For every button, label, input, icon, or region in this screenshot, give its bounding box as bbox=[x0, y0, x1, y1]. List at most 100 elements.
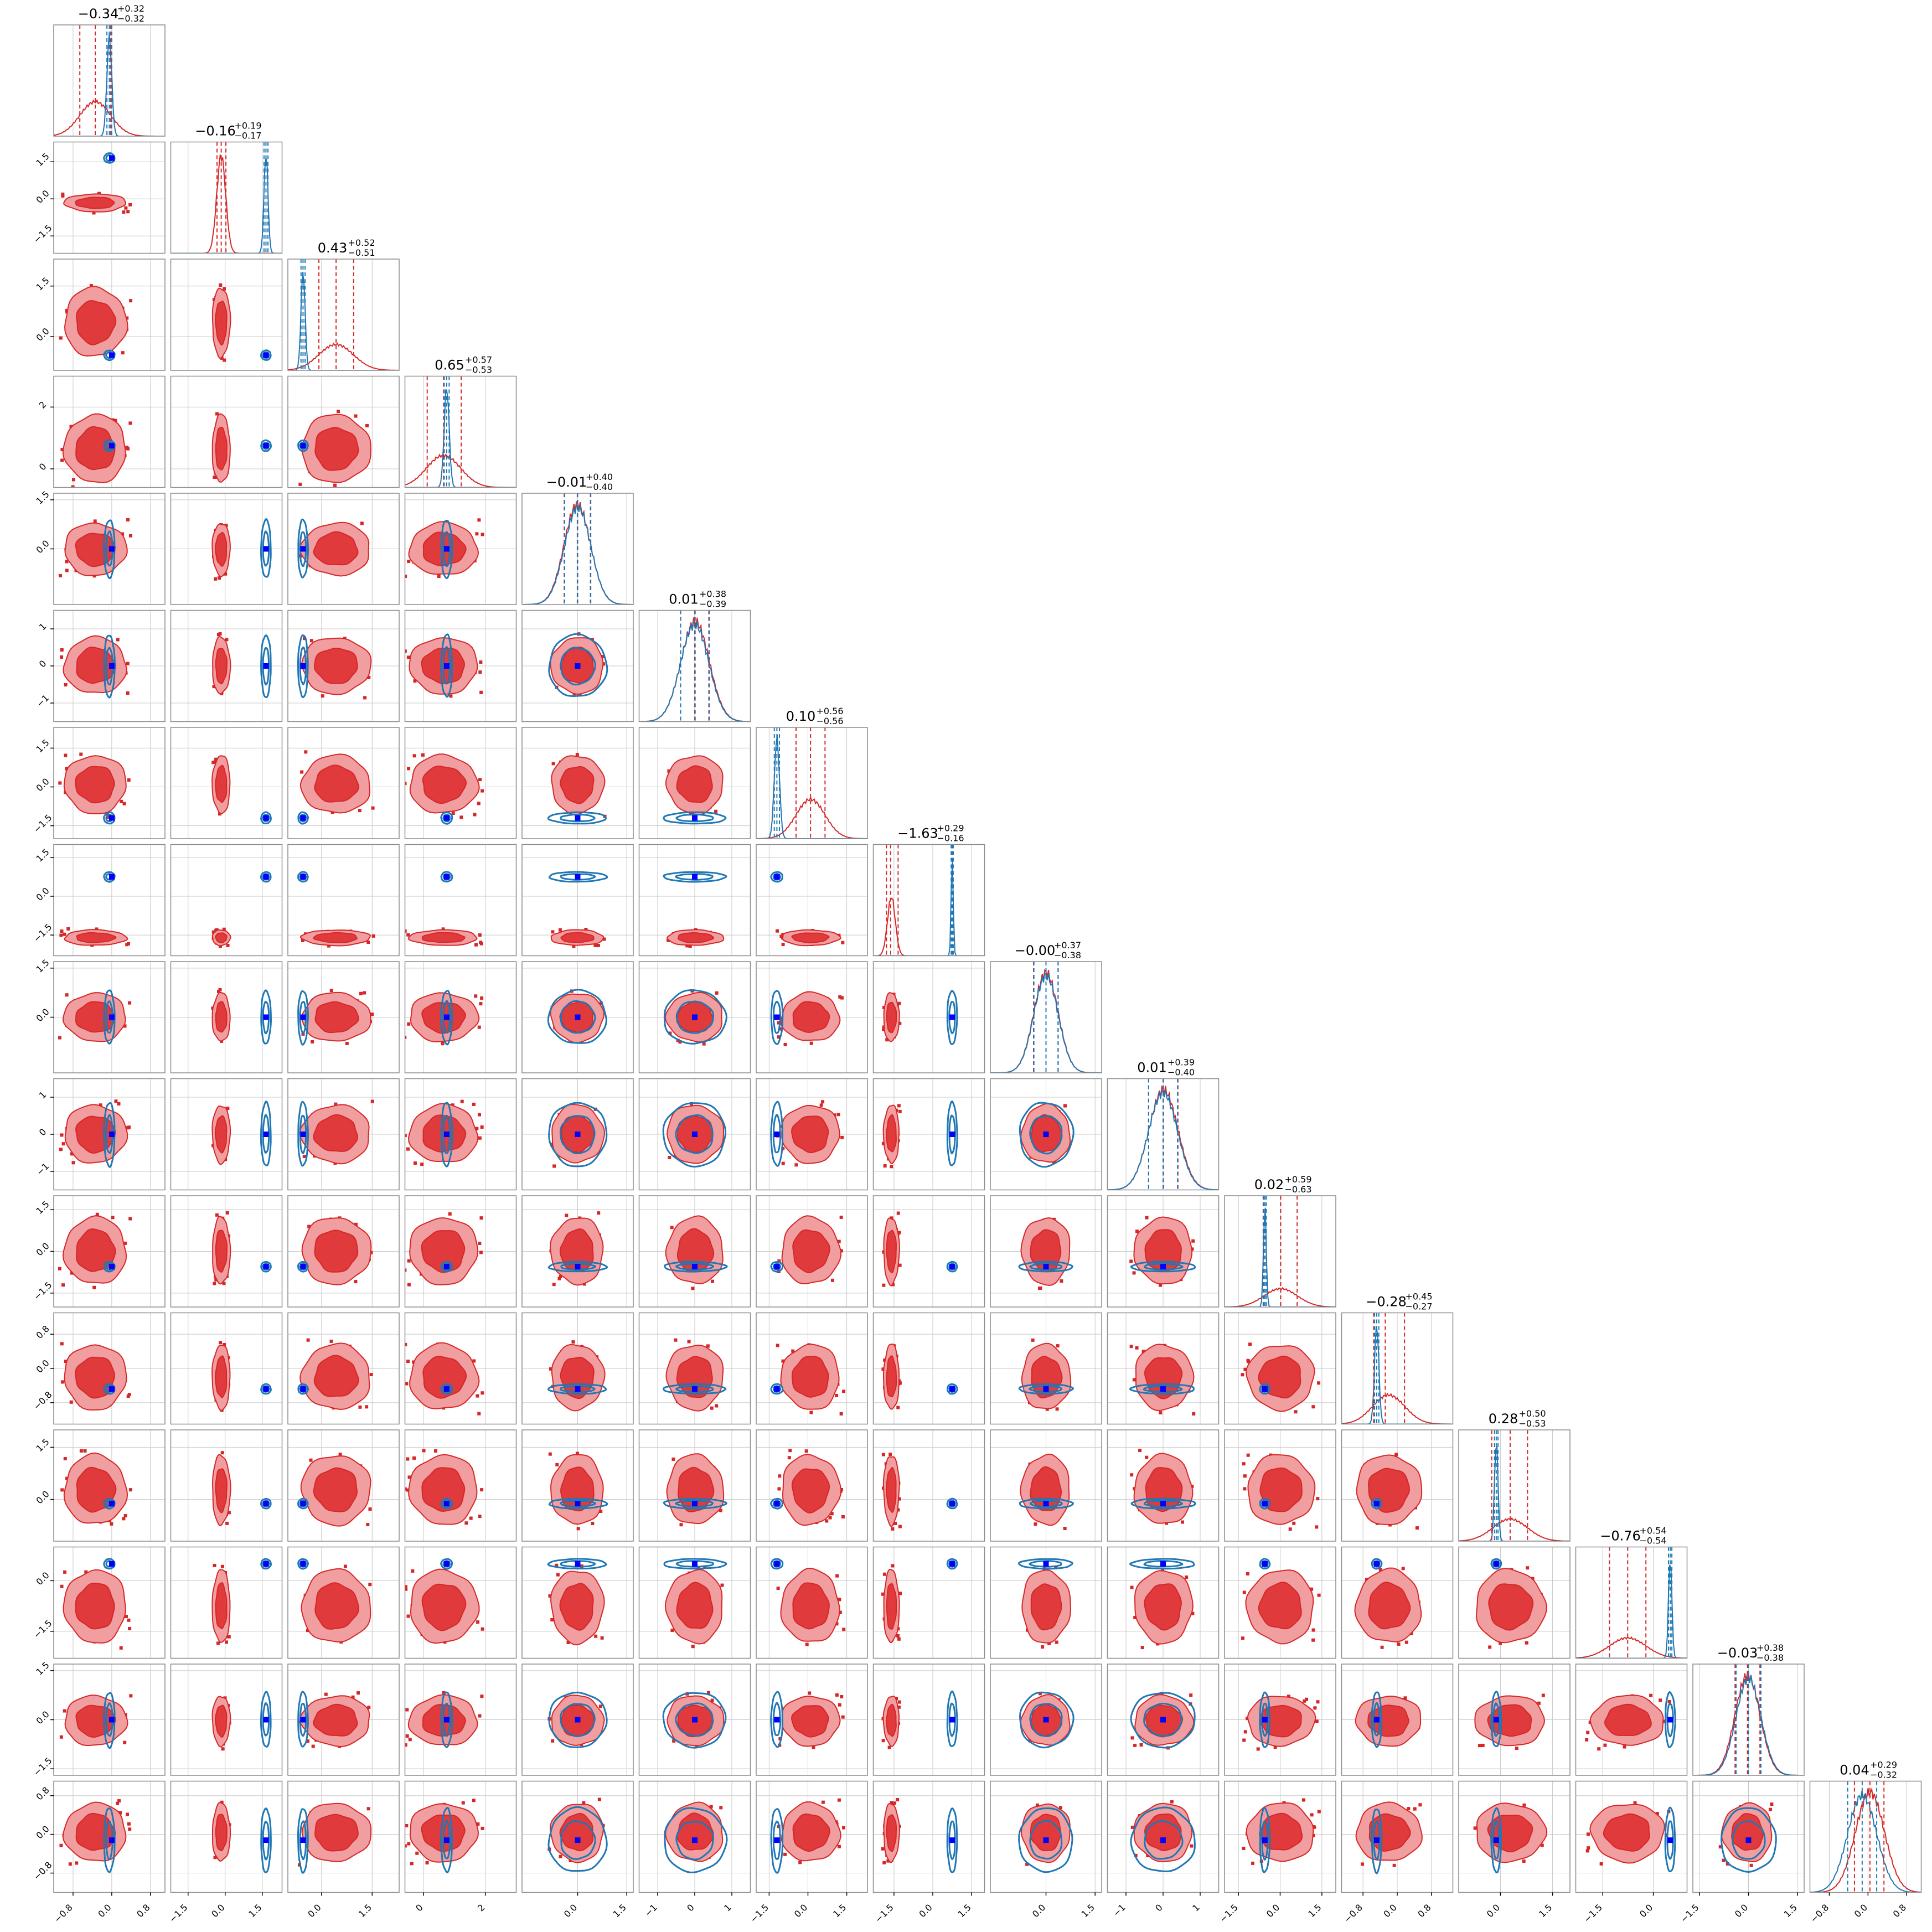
blue-contour-inner bbox=[299, 441, 307, 450]
red-contour-inner bbox=[886, 1001, 897, 1034]
param-title-plus: +0.29 bbox=[1870, 1760, 1897, 1770]
red-sample-point bbox=[333, 483, 337, 487]
blue-contour-inner bbox=[105, 813, 113, 822]
red-sample-point bbox=[89, 283, 93, 287]
red-sample-point bbox=[1378, 1568, 1382, 1572]
red-sample-point bbox=[1246, 1717, 1249, 1721]
red-sample-point bbox=[1145, 1216, 1149, 1220]
red-sample-point bbox=[405, 1823, 409, 1827]
red-sample-point bbox=[1181, 1520, 1185, 1524]
blue-contour-inner bbox=[560, 1500, 596, 1507]
red-sample-point bbox=[66, 927, 70, 931]
red-sample-point bbox=[459, 815, 463, 819]
red-sample-point bbox=[451, 812, 455, 815]
scatter-panel-15-1 bbox=[170, 1780, 283, 1893]
red-contour-inner bbox=[214, 1115, 228, 1154]
scatter-panel-13-6 bbox=[756, 1546, 868, 1659]
red-contour-inner bbox=[215, 426, 228, 471]
red-sample-point bbox=[836, 1113, 840, 1117]
red-sample-point bbox=[302, 637, 306, 640]
red-sample-point bbox=[678, 1040, 682, 1044]
red-sample-point bbox=[406, 655, 410, 659]
red-sample-point bbox=[1191, 1611, 1195, 1615]
red-sample-point bbox=[406, 933, 410, 937]
red-sample-point bbox=[358, 1405, 362, 1409]
panel-frame bbox=[756, 1780, 868, 1893]
blue-contour-outer bbox=[1490, 1690, 1502, 1748]
param-title-13: −0.76 bbox=[1600, 1528, 1641, 1544]
x-tick-label: 0.0 bbox=[1637, 1902, 1655, 1919]
blue-contour-outer bbox=[1130, 1497, 1196, 1510]
panel-frame bbox=[756, 1664, 868, 1776]
blue-contour-outer bbox=[1017, 1558, 1073, 1570]
red-sample-point bbox=[114, 1099, 118, 1103]
blue-contour-outer bbox=[1259, 1558, 1271, 1570]
scatter-panel-10-2 bbox=[287, 1195, 400, 1308]
y-tick-label: 1.5 bbox=[34, 489, 51, 506]
red-sample-point bbox=[478, 670, 482, 674]
panel-frame bbox=[404, 961, 517, 1073]
red-sample-point bbox=[84, 1570, 88, 1574]
truth-marker bbox=[300, 1837, 306, 1843]
red-sample-point bbox=[719, 1509, 722, 1512]
red-sample-point bbox=[1132, 1378, 1136, 1382]
scatter-panel-9-1 bbox=[170, 1078, 283, 1191]
blue-contour-outer bbox=[770, 1808, 784, 1874]
truth-marker bbox=[1262, 1717, 1268, 1723]
param-title-plus: +0.39 bbox=[1168, 1057, 1195, 1068]
panel-frame bbox=[1107, 1195, 1220, 1308]
blue-contour-inner bbox=[105, 530, 113, 567]
scatter-panel-3-1 bbox=[170, 375, 283, 488]
red-sample-point bbox=[227, 1635, 231, 1639]
scatter-panel-10-9 bbox=[1107, 1195, 1220, 1308]
truth-marker bbox=[774, 1386, 780, 1392]
red-sample-point bbox=[888, 1453, 892, 1456]
blue-contour-inner bbox=[299, 1702, 307, 1737]
red-sample-point bbox=[405, 1268, 407, 1272]
blue-contour-outer bbox=[663, 989, 728, 1045]
red-sample-point bbox=[1248, 1342, 1252, 1346]
scatter-panel-13-0 bbox=[53, 1546, 166, 1659]
panel-frame bbox=[287, 1078, 400, 1191]
red-contour-inner bbox=[1030, 1229, 1062, 1272]
red-sample-point bbox=[775, 929, 779, 933]
red-sample-point bbox=[1242, 1590, 1246, 1594]
red-sample-point bbox=[214, 577, 218, 581]
scatter-panel-14-4 bbox=[521, 1664, 634, 1776]
red-sample-point bbox=[841, 1715, 845, 1719]
red-sample-point bbox=[1659, 1698, 1662, 1702]
x-tick-label: 1 bbox=[1190, 1902, 1202, 1914]
scatter-panel-15-9 bbox=[1107, 1780, 1220, 1893]
panel-frame bbox=[170, 1780, 283, 1893]
red-sample-point bbox=[1185, 1575, 1189, 1579]
blue-contour-outer bbox=[260, 518, 272, 578]
scatter-panel-8-4 bbox=[521, 961, 634, 1073]
red-sample-point bbox=[126, 662, 130, 665]
y-tick-label: −1.5 bbox=[32, 1618, 54, 1640]
red-sample-point bbox=[60, 929, 64, 933]
red-sample-point bbox=[1242, 1847, 1246, 1851]
panel-frame bbox=[1809, 1780, 1922, 1893]
red-sample-point bbox=[1241, 1373, 1244, 1377]
red-sample-point bbox=[890, 1165, 893, 1169]
panel-frame bbox=[53, 259, 166, 371]
red-sample-point bbox=[354, 1222, 358, 1226]
blue-contour-outer bbox=[1018, 1807, 1073, 1873]
truth-marker bbox=[949, 1837, 955, 1843]
panel-frame bbox=[521, 609, 634, 722]
red-histogram bbox=[1810, 1787, 1921, 1893]
red-sample-point bbox=[582, 1282, 586, 1286]
red-sample-point bbox=[65, 560, 69, 564]
blue-contour-outer bbox=[103, 1102, 116, 1168]
blue-contour-outer bbox=[297, 439, 309, 452]
red-sample-point bbox=[1247, 1360, 1251, 1363]
blue-contour-inner bbox=[559, 1115, 596, 1155]
red-sample-point bbox=[1141, 1350, 1145, 1354]
truth-marker bbox=[774, 1132, 780, 1137]
panel-frame bbox=[521, 727, 634, 839]
scatter-panel-7-3 bbox=[404, 844, 517, 957]
param-title-plus: +0.38 bbox=[699, 589, 726, 600]
panel-frame bbox=[170, 1195, 283, 1308]
truth-marker bbox=[263, 1501, 269, 1507]
red-contour-inner bbox=[1144, 1583, 1182, 1631]
